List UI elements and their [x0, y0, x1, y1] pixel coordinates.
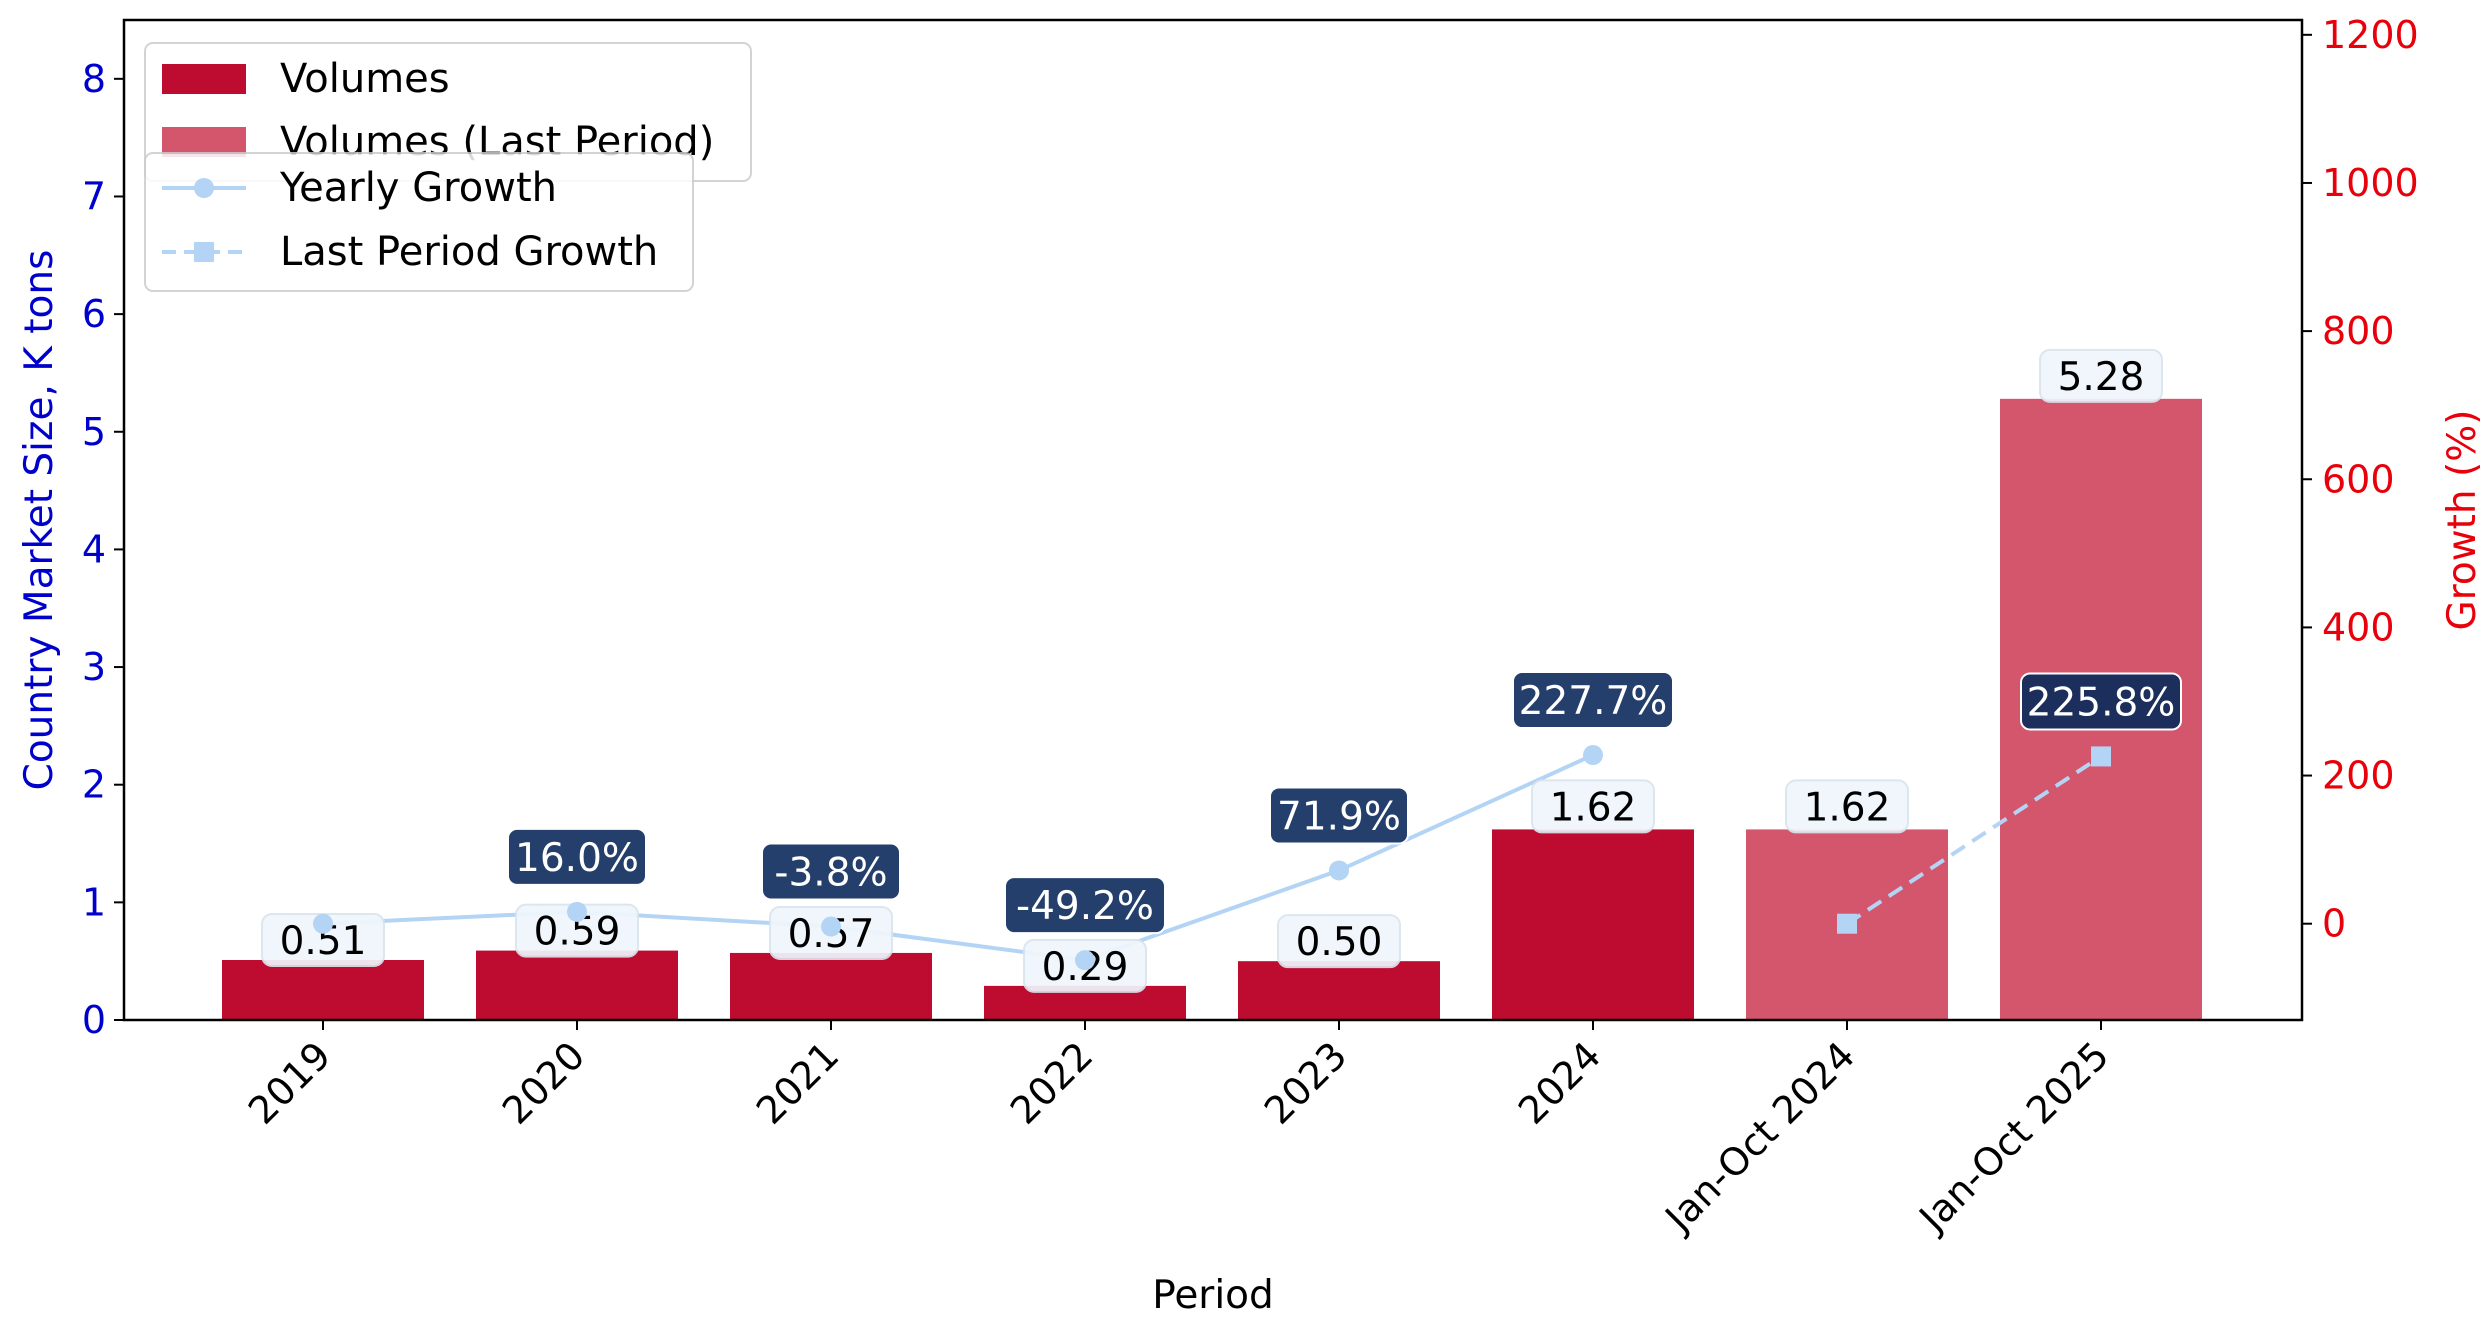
x-tick-label: Jan-Oct 2025: [1910, 1033, 2118, 1241]
x-tick-label: 2019: [240, 1033, 340, 1133]
last-period-growth-line: [1845, 754, 2103, 926]
volume-last-period-value-label-badge: [2039, 348, 2163, 403]
volume-last-period-value-label-badge: [1785, 779, 1909, 834]
yearly-growth-label-badge: [1004, 876, 1166, 935]
y-tick-label: 1: [82, 880, 106, 924]
volume-bar: [1238, 961, 1440, 1020]
y2-tick-label: 400: [2322, 605, 2395, 649]
y-tick-label: 3: [82, 645, 106, 689]
y2-tick-label: 0: [2322, 902, 2346, 946]
x-tick-label: 2021: [748, 1033, 848, 1133]
yearly-growth-label-badge: [1269, 786, 1409, 845]
yearly-growth-label-badge: [761, 842, 901, 901]
yearly-growth-label: -3.8%: [774, 851, 887, 896]
plot-frame: [122, 18, 2304, 1022]
yearly-growth-point: [567, 901, 587, 922]
yearly-growth-label: -49.2%: [1016, 884, 1154, 929]
last-period-growth-point: [1837, 913, 1857, 934]
last-period-growth-label-badge: [2020, 672, 2182, 731]
volume-bar: [730, 952, 932, 1020]
y-tick-label: 0: [82, 998, 106, 1042]
x-axis-label: Period: [1152, 1273, 1274, 1318]
volume-last-period-value-label: 1.62: [1804, 785, 1891, 830]
yearly-growth-point: [313, 913, 333, 934]
x-tick-label: 2023: [1256, 1033, 1356, 1133]
y2-tick-label: 1000: [2322, 161, 2419, 205]
volume-value-label: 0.50: [1296, 920, 1383, 965]
legend-marker-last-period-growth: [194, 242, 214, 262]
y2-tick-label: 200: [2322, 754, 2395, 798]
volume-last-period-value-label: 5.28: [2058, 355, 2145, 400]
y-tick-label: 8: [82, 57, 106, 101]
y-tick-label: 5: [82, 410, 106, 454]
y2-tick-label: 1200: [2322, 13, 2419, 57]
y-tick-label: 2: [82, 763, 106, 807]
yearly-growth-label: 16.0%: [515, 836, 639, 881]
yearly-growth-point: [1075, 950, 1095, 971]
legend-marker-yearly-growth: [194, 178, 214, 198]
x-tick-label: Jan-Oct 2024: [1656, 1033, 1864, 1241]
yearly-growth-label: 227.7%: [1519, 679, 1668, 724]
yearly-growth-point: [1329, 860, 1349, 881]
last-period-growth-label: 225.8%: [2027, 680, 2176, 725]
yearly-growth-label-badge: [1512, 671, 1674, 730]
y2-tick-label: 800: [2322, 309, 2395, 353]
legend-swatch-volumes: [162, 64, 246, 94]
last-period-growth-point: [2091, 746, 2111, 767]
legend-label-yearly-growth: Yearly Growth: [279, 165, 557, 211]
x-tick-label: 2022: [1002, 1033, 1102, 1133]
x-tick-label: 2020: [494, 1033, 594, 1133]
yearly-growth-label: 71.9%: [1277, 794, 1401, 839]
y2-tick-label: 600: [2322, 457, 2395, 501]
y-axis-label: Country Market Size, K tons: [17, 250, 62, 791]
volume-bar: [1492, 829, 1694, 1020]
legend-label-last-period-growth: Last Period Growth: [280, 229, 658, 275]
legend-label-volumes: Volumes: [280, 56, 450, 102]
yearly-growth-label-badge: [507, 827, 647, 886]
line-legend-box: [144, 152, 694, 292]
volume-bar: [222, 960, 424, 1020]
volume-value-label-badge: [1531, 779, 1655, 834]
volume-bar: [476, 950, 678, 1020]
yearly-growth-point: [1583, 745, 1603, 766]
y-tick-label: 4: [82, 527, 106, 571]
y-tick-label: 7: [82, 174, 106, 218]
y-tick-label: 6: [82, 292, 106, 336]
yearly-growth-point: [821, 916, 841, 937]
volume-value-label-badge: [1277, 914, 1401, 969]
y2-axis-label: Growth (%): [2440, 409, 2485, 630]
x-tick-label: 2024: [1510, 1033, 1610, 1133]
volume-value-label: 1.62: [1550, 785, 1637, 830]
